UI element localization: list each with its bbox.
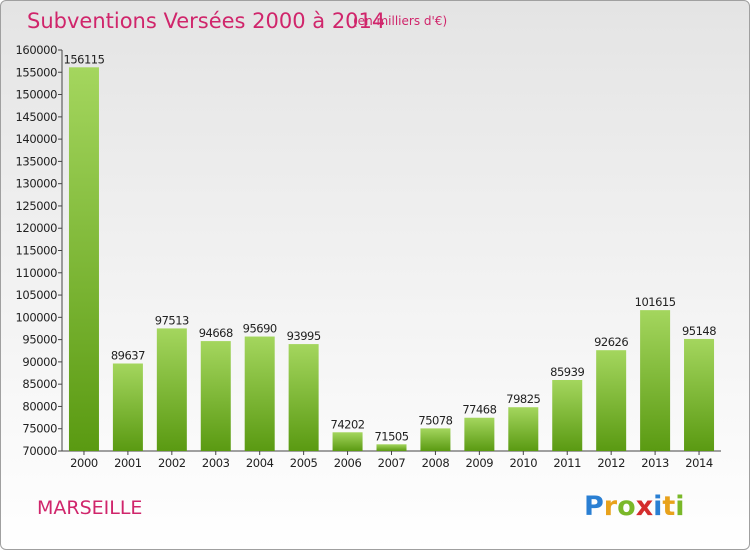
bar [156,328,187,451]
y-tick-label: 155000 [16,65,58,79]
x-tick-label: 2012 [597,456,625,470]
bar-value-label: 89637 [111,349,145,363]
bar-value-label: 97513 [155,313,189,327]
x-axis: 2000 2001 2002 2003 2004 2005 2006 2007 2008 2009… [62,450,721,470]
y-tick-label: 85000 [22,377,57,391]
x-tick-label: 2006 [334,456,362,470]
x-tick-label: 2000 [70,456,98,470]
logo-letter: o [617,491,636,522]
bar-value-label: 94668 [199,326,233,340]
y-tick-label: 140000 [16,132,58,146]
x-tick-label: 2014 [685,456,713,470]
chart-title: Subventions Versées 2000 à 2014 [27,9,386,33]
bar [464,417,495,451]
bar-value-label: 101615 [635,295,676,309]
x-tick-label: 2011 [553,456,581,470]
logo-letter: P [584,491,604,522]
bar-value-label: 95148 [682,324,716,338]
chart-subtitle: (en milliers d'€) [353,14,448,28]
y-tick-label: 105000 [16,288,58,302]
y-tick-label: 95000 [22,333,57,347]
bar-value-label: 71505 [374,429,408,443]
bar [684,338,715,451]
x-tick-label: 2002 [158,456,186,470]
x-tick-label: 2007 [378,456,406,470]
y-tick-label: 115000 [16,244,58,258]
y-tick-label: 75000 [22,422,57,436]
x-tick-label: 2013 [641,456,669,470]
bar [200,341,231,451]
y-tick-label: 80000 [22,399,57,413]
y-tick-label: 120000 [16,221,58,235]
logo-letter: x [635,491,654,522]
logo-letter: t [662,491,676,522]
bar [68,67,99,452]
data-labels: 156115 89637 97513 94668 95690 93995 74202 7150… [64,52,717,443]
y-tick-label: 130000 [16,177,58,191]
bar [596,350,627,451]
bar [508,407,539,451]
bar-value-label: 75078 [418,413,452,427]
bar [332,432,363,451]
bar [376,444,407,451]
bar [552,379,583,451]
proxiti-logo[interactable]: Proxiti [584,491,685,522]
logo-letter: r [603,491,618,522]
x-tick-label: 2001 [114,456,142,470]
bar [112,363,143,451]
y-tick-label: 100000 [16,310,58,324]
y-tick-label: 145000 [16,110,58,124]
x-tick-label: 2010 [509,456,537,470]
x-tick-label: 2004 [246,456,274,470]
x-tick-label: 2008 [422,456,450,470]
city-label: MARSEILLE [37,497,143,519]
bar-value-label: 95690 [243,322,277,336]
bar-value-label: 85939 [550,365,584,379]
y-tick-label: 110000 [16,266,58,280]
x-tick-label: 2003 [202,456,230,470]
logo-letter: i [653,491,663,522]
y-tick-label: 160000 [16,43,58,57]
y-axis: 70000 75000 80000 85000 90000 95000 100000 1050… [16,43,63,458]
bar [288,344,319,451]
logo-letter: i [675,491,685,522]
y-tick-label: 125000 [16,199,58,213]
y-tick-label: 135000 [16,154,58,168]
bar-value-label: 156115 [64,52,105,66]
bar-value-label: 74202 [331,417,365,431]
y-tick-label: 150000 [16,88,58,102]
bar [640,310,671,451]
x-tick-label: 2005 [290,456,318,470]
y-tick-label: 70000 [22,444,57,458]
bar [244,336,275,451]
x-tick-label: 2009 [466,456,494,470]
bars [68,67,715,452]
bar-value-label: 79825 [506,392,540,406]
bar [420,428,451,451]
y-tick-label: 90000 [22,355,57,369]
bar-value-label: 93995 [287,329,321,343]
bar-value-label: 92626 [594,335,628,349]
bar-value-label: 77468 [462,403,496,417]
